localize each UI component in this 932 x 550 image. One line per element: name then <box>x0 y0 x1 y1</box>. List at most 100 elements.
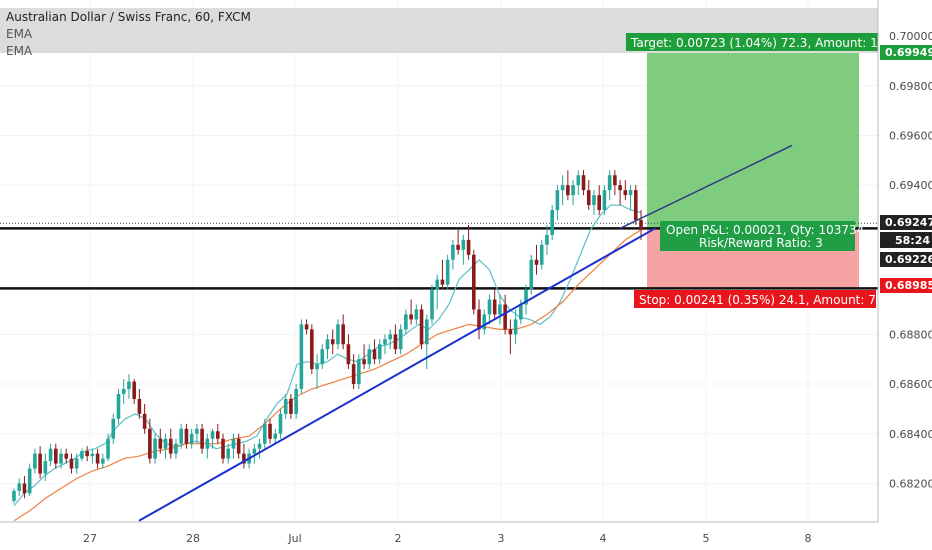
target-price-tag <box>880 45 932 60</box>
entry-price-tag-text: 0.69226 <box>885 253 932 266</box>
candle-body <box>524 289 528 305</box>
y-tick-label: 0.69800 <box>889 80 932 93</box>
candle-body <box>54 448 58 464</box>
candle-body <box>383 339 387 345</box>
candle-body <box>153 438 157 459</box>
candle-body <box>101 458 105 464</box>
candle-body <box>534 259 539 265</box>
candle-body <box>299 324 304 390</box>
candle-body <box>508 329 513 335</box>
profit-zone <box>647 48 859 229</box>
candle-body <box>393 334 398 350</box>
candle-body <box>498 304 502 315</box>
candle-body <box>398 329 403 350</box>
candle-body <box>519 304 523 320</box>
candle-body <box>487 299 492 315</box>
trendline-projection[interactable] <box>619 144 793 230</box>
candle-body <box>330 339 335 345</box>
candle-body <box>482 314 487 330</box>
current-price-tag <box>880 215 932 230</box>
candle-body <box>456 244 460 250</box>
candle-body <box>95 453 100 464</box>
open-pnl-label: Open P&L: 0.00021, Qty: 103734 <box>666 223 864 237</box>
candle-body <box>221 438 225 459</box>
x-tick-label: 3 <box>498 532 505 545</box>
candle-body <box>59 453 63 464</box>
candle-body <box>607 175 612 191</box>
y-tick-label: 0.70000 <box>889 30 932 43</box>
candle-body <box>409 314 413 320</box>
candle-body <box>43 461 48 474</box>
candle-body <box>357 359 361 385</box>
candle-body <box>174 443 178 454</box>
candle-body <box>571 185 575 196</box>
candle-body <box>618 185 622 191</box>
y-tick-label: 0.68600 <box>889 378 932 391</box>
candle-body <box>424 319 429 345</box>
countdown-tag <box>880 232 932 248</box>
candle-body <box>315 364 319 370</box>
candle-body <box>503 304 507 330</box>
risk-reward-label: Risk/Reward Ratio: 3 <box>699 236 823 250</box>
candle-body <box>242 453 246 464</box>
candle-body <box>336 324 340 345</box>
candle-body <box>492 299 497 315</box>
candle-body <box>148 428 152 459</box>
candle-body <box>325 339 330 350</box>
target-label: Target: 0.00723 (1.04%) 72.3, Amount: 17… <box>630 36 901 50</box>
indicator-ema-2: EMA <box>6 44 33 58</box>
candle-body <box>404 314 408 330</box>
candle-body <box>597 195 601 211</box>
position-zones <box>647 48 859 289</box>
candle-body <box>586 190 591 206</box>
candle-body <box>623 190 628 196</box>
ema-lines <box>13 204 642 522</box>
stop-box <box>634 290 876 308</box>
trendline-support[interactable] <box>138 227 656 522</box>
candle-body <box>252 448 257 454</box>
price-axis[interactable]: 0.70000 0.69800 0.69600 0.69400 0.68800 0.686… <box>877 0 932 522</box>
chart-title: Australian Dollar / Swiss Franc, 60, FXC… <box>6 10 251 24</box>
x-tick-label: 2 <box>395 532 402 545</box>
x-tick-label: Jul <box>287 532 301 545</box>
candle-body <box>430 289 434 320</box>
ema-slow-line <box>13 229 642 522</box>
candle-body <box>435 279 440 290</box>
candle-body <box>304 324 309 330</box>
candle-body <box>163 438 168 449</box>
candle-body <box>85 451 89 457</box>
candle-body <box>116 393 121 419</box>
candle-body <box>189 433 194 444</box>
position-labels: Target: 0.00723 (1.04%) 72.3, Amount: 17… <box>626 33 901 308</box>
candle-body <box>377 344 382 360</box>
candle-body <box>529 259 534 290</box>
candle-body <box>576 175 581 186</box>
candle-body <box>351 364 356 385</box>
time-axis[interactable]: 27 28 Jul 2 3 4 5 8 <box>0 521 878 545</box>
candle-body <box>200 428 204 449</box>
candle-body <box>137 398 142 414</box>
candlesticks <box>12 170 643 504</box>
candle-body <box>27 468 32 494</box>
candle-body <box>168 438 173 454</box>
candle-body <box>513 319 518 335</box>
candle-body <box>592 195 596 206</box>
open-pnl-box <box>660 221 855 251</box>
y-tick-label: 0.68200 <box>889 477 932 490</box>
x-tick-label: 28 <box>186 532 200 545</box>
target-box <box>626 33 878 51</box>
candle-body <box>419 309 424 345</box>
candle-body <box>179 428 183 444</box>
candle-body <box>367 349 372 365</box>
candle-body <box>90 453 95 457</box>
candle-body <box>550 210 554 235</box>
candle-body <box>106 438 110 459</box>
candle-body <box>310 329 314 370</box>
candle-body <box>111 418 116 439</box>
candle-body <box>445 259 450 285</box>
y-tick-label: 0.68400 <box>889 428 932 441</box>
candle-body <box>560 185 565 191</box>
candle-body <box>283 398 288 414</box>
